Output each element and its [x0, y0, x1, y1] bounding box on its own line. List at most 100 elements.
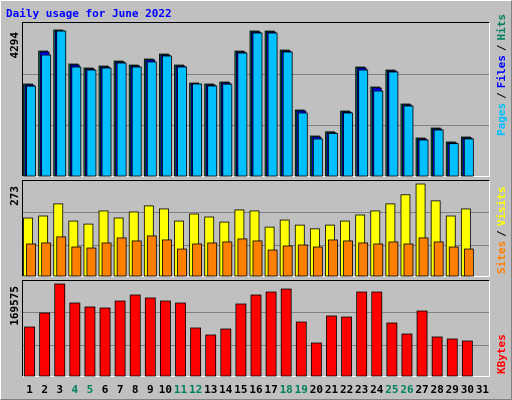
x-tick-label: 30 — [461, 383, 474, 396]
bar — [222, 241, 233, 277]
bar — [312, 246, 323, 277]
x-tick-label: 31 — [476, 383, 490, 396]
y-tick-label: 4294 — [8, 32, 21, 59]
x-tick-label: 10 — [159, 383, 172, 396]
bar — [86, 69, 97, 177]
bar — [388, 241, 399, 277]
x-tick-label: 25 — [385, 383, 398, 396]
bar — [297, 244, 308, 277]
bar — [71, 66, 82, 177]
bar — [205, 334, 217, 377]
bar — [252, 240, 263, 277]
x-tick-label: 7 — [117, 383, 124, 396]
bar — [207, 85, 218, 177]
x-tick-label: 27 — [415, 383, 428, 396]
x-tick-label: 22 — [340, 383, 353, 396]
bar — [24, 326, 35, 377]
bar — [144, 297, 156, 377]
bar — [267, 32, 278, 177]
x-tick-label: 18 — [280, 383, 293, 396]
bar — [146, 235, 157, 277]
bar — [358, 69, 369, 177]
bar — [403, 243, 414, 277]
bar — [192, 83, 203, 177]
bar — [282, 51, 293, 177]
x-tick-label: 1 — [26, 383, 33, 396]
bar — [403, 105, 414, 177]
x-tick-label: 9 — [147, 383, 154, 396]
bar — [129, 294, 141, 377]
bar — [101, 67, 112, 177]
bar — [41, 54, 52, 177]
bar — [448, 246, 459, 277]
bar — [388, 71, 399, 177]
chart-title: Daily usage for June 2022 — [6, 7, 172, 20]
x-tick-label: 19 — [295, 383, 308, 396]
bar — [131, 66, 142, 177]
plot-border-dark — [22, 22, 490, 177]
bar — [162, 239, 172, 277]
bar — [26, 243, 36, 277]
legend-entry: KBytes — [495, 334, 508, 374]
bar — [237, 238, 248, 277]
x-tick-label: 13 — [204, 383, 217, 396]
x-tick-label: 24 — [370, 383, 384, 396]
bar — [448, 143, 459, 177]
plot-border-light — [22, 280, 490, 377]
bar — [177, 66, 187, 177]
bar — [41, 242, 52, 277]
legend-separator: / — [495, 92, 508, 99]
bar — [341, 316, 352, 377]
plot-border-dark — [22, 280, 490, 377]
bar — [56, 236, 67, 277]
bar — [86, 247, 97, 277]
x-tick-label: 14 — [219, 383, 233, 396]
bar — [252, 32, 263, 177]
legend-separator: / — [495, 230, 508, 237]
bar — [463, 248, 474, 277]
legend-entry: Files — [495, 55, 508, 88]
legend-entry: Sites — [495, 241, 508, 274]
bar — [312, 138, 323, 177]
x-tick-label: 3 — [56, 383, 63, 396]
x-tick-label: 23 — [355, 383, 368, 396]
bar — [39, 312, 51, 377]
legend-entry: Visits — [495, 187, 508, 227]
bar — [131, 240, 142, 277]
x-tick-label: 5 — [87, 383, 94, 396]
bar — [295, 321, 307, 377]
bar — [177, 248, 187, 277]
x-tick-label: 6 — [102, 383, 109, 396]
bar — [416, 310, 428, 377]
bar — [461, 340, 473, 377]
x-tick-label: 16 — [249, 383, 263, 396]
bar — [282, 245, 293, 277]
legend-entry: Hits — [495, 14, 508, 41]
bar — [373, 90, 384, 177]
bar — [54, 283, 66, 377]
bar — [84, 306, 96, 377]
bar — [373, 243, 384, 277]
bar — [326, 315, 337, 377]
bar — [146, 61, 157, 177]
x-tick-label: 26 — [400, 383, 414, 396]
x-tick-label: 28 — [431, 383, 444, 396]
bar — [26, 85, 36, 177]
bar — [418, 139, 429, 177]
bar — [162, 55, 172, 177]
bar — [160, 300, 171, 377]
y-tick-label: 273 — [8, 186, 21, 206]
bar — [310, 342, 322, 377]
x-tick-label: 20 — [310, 383, 323, 396]
legend: KBytes — [495, 334, 508, 374]
bar — [71, 246, 82, 277]
plot-border-light — [22, 22, 490, 177]
legend: Pages / Files / Hits — [495, 14, 508, 136]
plot-border-dark — [22, 180, 490, 277]
bar — [401, 333, 413, 377]
bar — [69, 302, 81, 377]
bar — [267, 249, 278, 277]
bar — [463, 138, 474, 177]
bar — [343, 240, 353, 277]
